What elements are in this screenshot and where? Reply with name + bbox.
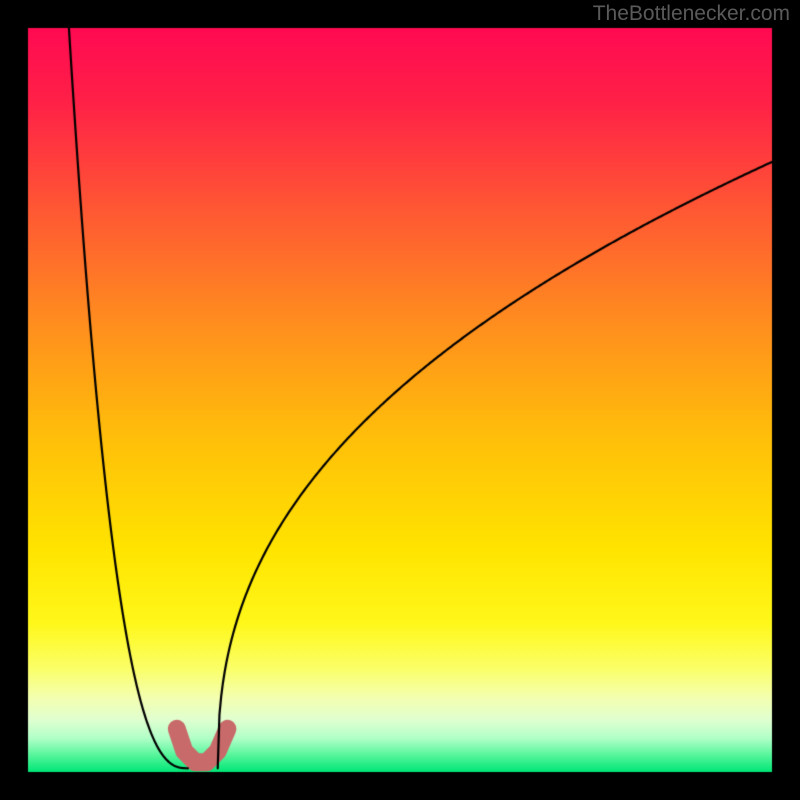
watermark-text: TheBottlenecker.com [593,2,790,26]
chart-container: TheBottlenecker.com [0,0,800,800]
bottleneck-curve-plot [0,0,800,800]
